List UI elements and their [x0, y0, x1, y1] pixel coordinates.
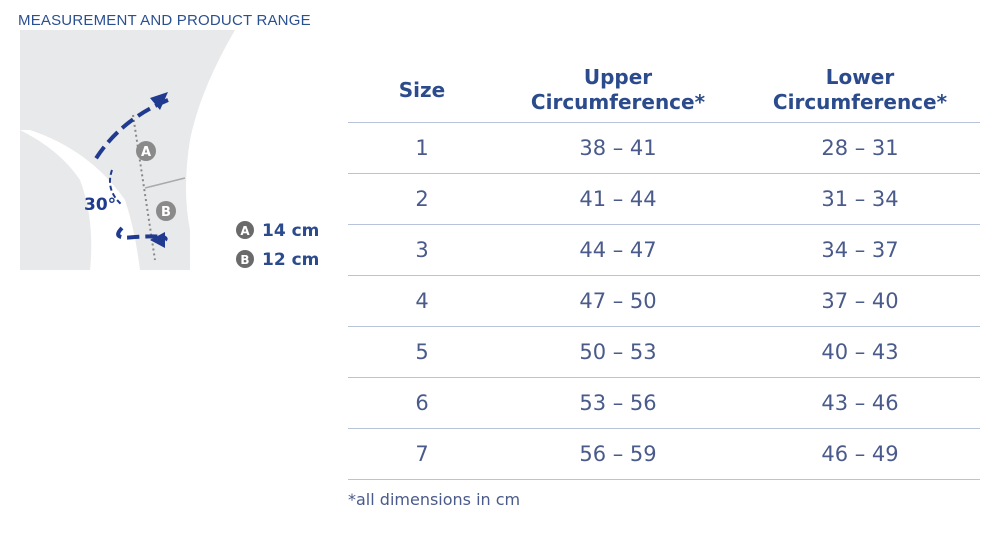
- table-cell: 3: [348, 224, 496, 276]
- table-cell: 34 – 37: [740, 224, 980, 276]
- table-cell: 43 – 46: [740, 377, 980, 429]
- legend-value: 14 cm: [262, 221, 319, 241]
- table-cell: 28 – 31: [740, 122, 980, 174]
- table-row: 3 44 – 47 34 – 37: [348, 224, 980, 276]
- table-cell: 7: [348, 428, 496, 480]
- marker-label: B: [161, 205, 171, 220]
- table-cell: 41 – 44: [496, 173, 740, 225]
- table-cell: 1: [348, 122, 496, 174]
- angle-label: 30°: [84, 195, 116, 215]
- legend-marker: A: [240, 224, 250, 238]
- header-row: Size Upper Circumference* Lower Circumfere…: [348, 58, 980, 123]
- legend-value: 12 cm: [262, 250, 319, 270]
- title: MEASUREMENT AND PRODUCT RANGE: [18, 12, 311, 29]
- column-header: Size: [348, 58, 496, 123]
- table-cell: 31 – 34: [740, 173, 980, 225]
- table-cell: 2: [348, 173, 496, 225]
- table-row: 6 53 – 56 43 – 46: [348, 377, 980, 429]
- table-row: 7 56 – 59 46 – 49: [348, 428, 980, 480]
- knee-diagram: A B 30° A 14 cm B 12 cm: [20, 30, 319, 270]
- table-row: 5 50 – 53 40 – 43: [348, 326, 980, 378]
- size-table: Size Upper Circumference* Lower Circumfere…: [348, 58, 980, 480]
- table-cell: 53 – 56: [496, 377, 740, 429]
- footnote: *all dimensions in cm: [348, 490, 521, 509]
- table-row: 4 47 – 50 37 – 40: [348, 275, 980, 327]
- table-body: 1 38 – 41 28 – 31 2 41 – 44 31 – 34 3 44 – 47 34…: [348, 122, 980, 480]
- table-row: 2 41 – 44 31 – 34: [348, 173, 980, 225]
- table-row: 1 38 – 41 28 – 31: [348, 122, 980, 174]
- table-cell: 38 – 41: [496, 122, 740, 174]
- legend-marker: B: [240, 253, 249, 267]
- table-cell: 4: [348, 275, 496, 327]
- table-cell: 46 – 49: [740, 428, 980, 480]
- marker-label: A: [141, 145, 151, 160]
- table-cell: 47 – 50: [496, 275, 740, 327]
- table-cell: 44 – 47: [496, 224, 740, 276]
- table-cell: 37 – 40: [740, 275, 980, 327]
- table-cell: 5: [348, 326, 496, 378]
- column-header: Upper Circumference*: [496, 58, 740, 123]
- column-header: Lower Circumference*: [740, 58, 980, 123]
- table-cell: 50 – 53: [496, 326, 740, 378]
- table-cell: 6: [348, 377, 496, 429]
- table-cell: 40 – 43: [740, 326, 980, 378]
- table-cell: 56 – 59: [496, 428, 740, 480]
